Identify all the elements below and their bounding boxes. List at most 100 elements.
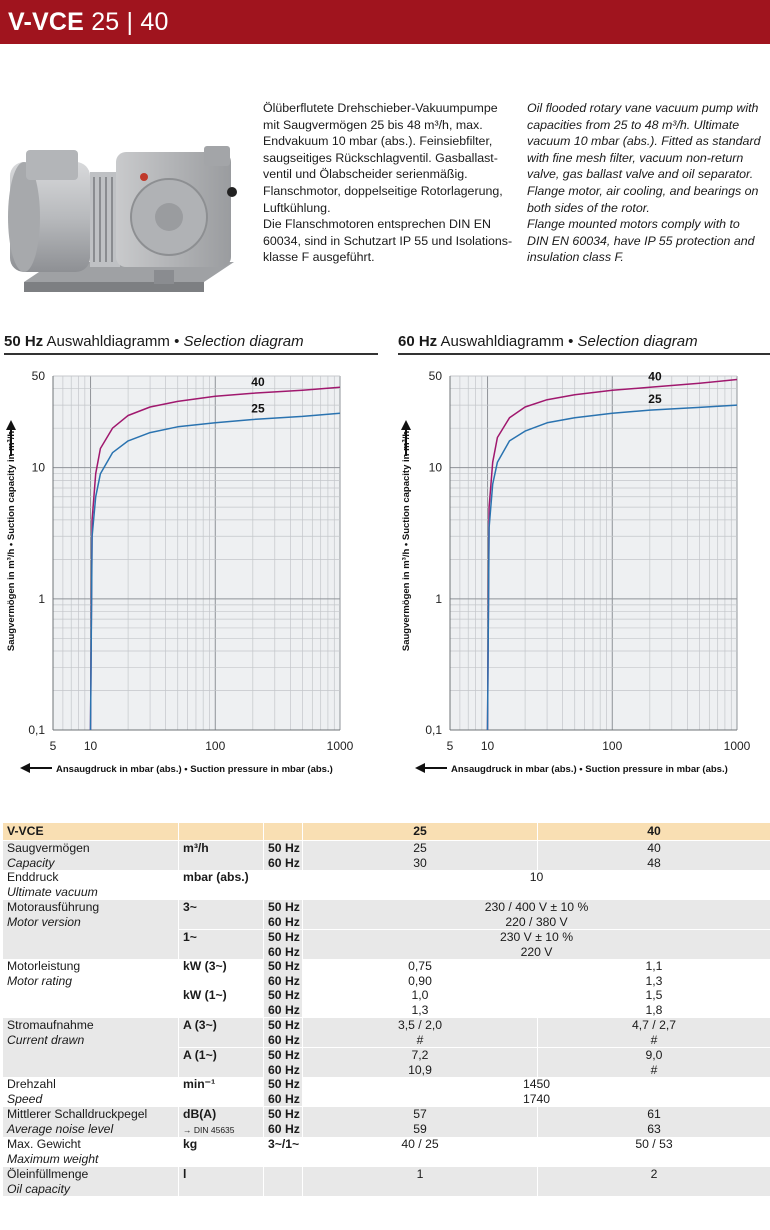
y-tick-label: 50 [32,369,46,383]
desc-en-line: vacuum 10 mbar (abs.). Fitted as standar… [527,134,761,149]
desc-en-line: Oil flooded rotary vane vacuum pump with [527,101,759,115]
table-row: A (1~) 50 Hz 7,2 9,0 [3,1047,770,1063]
row-frequency: 60 Hz [263,973,303,988]
row-label-blank [3,1047,179,1063]
table-head-size-40: 40 [537,823,770,841]
y-tick-label: 1 [38,592,45,606]
table-row: Drehzahl min⁻¹ 50 Hz 1450 [3,1077,770,1092]
plot-area [450,376,737,730]
table-header-row: V-VCE 25 40 [3,823,770,841]
row-frequency-blank [263,1181,303,1196]
row-frequency: 50 Hz [263,899,303,915]
table-row: Capacity 60 Hz 30 48 [3,855,770,870]
row-label-en: Speed [3,1091,179,1107]
row-frequency: 60 Hz [263,1002,303,1018]
table-head-size-25: 25 [302,823,538,841]
y-tick-label: 1 [435,592,442,606]
series-label-40: 40 [251,375,265,389]
value-25: 59 [302,1121,538,1137]
value-25: 40 / 25 [302,1137,538,1152]
table-head-model: V-VCE [3,823,179,841]
x-tick-label: 100 [205,739,225,753]
series-label-40: 40 [648,369,662,383]
diagram-title-en: Selection diagram [577,333,698,350]
value-40: 63 [537,1121,770,1137]
row-frequency: 60 Hz [263,855,303,870]
diagram-title-de: Auswahldiagramm [46,333,170,350]
row-label-en: Capacity [3,855,179,870]
diagram-bullet: • [568,333,574,350]
row-unit: min⁻¹ [183,1077,216,1091]
row-frequency: 50 Hz [263,1077,303,1092]
diagram-rule [4,353,378,355]
y-axis-arrowhead [401,420,411,430]
table-row: Maximum weight [3,1151,770,1167]
row-label-en: Ultimate vacuum [3,884,179,900]
desc-en-line: both sides of the rotor. [527,200,650,215]
value-blank [302,884,770,900]
x-tick-label: 10 [84,739,98,753]
diagram-title-50hz: 50 Hz Auswahldiagramm • Selection diagra… [4,333,304,350]
row-unit: kW (3~) [178,959,264,974]
table-row: Motor version 60 Hz 220 / 380 V [3,914,770,930]
desc-de-line: 60034, sind in Schutzart IP 55 und Isola… [263,233,513,248]
row-frequency: 60 Hz [263,1032,303,1048]
row-frequency: 3~/1~ [263,1137,303,1152]
row-frequency: 60 Hz [263,944,303,959]
table-row: Current drawn 60 Hz # # [3,1032,770,1048]
value-40: 2 [537,1166,770,1182]
value-blank [302,1151,538,1167]
row-unit-blank [178,914,264,930]
row-label-de: Stromaufnahme [3,1017,179,1033]
value-25: 0,90 [302,973,538,988]
series-line-25 [486,404,738,731]
value-25: 1,0 [302,988,538,1003]
table-row: Enddruck mbar (abs.) 10 [3,870,770,885]
row-unit: A (1~) [178,1047,264,1063]
value-40: 1,8 [537,1002,770,1018]
desc-de-line: Ölüberflutete Drehschieber-Vakuumpumpe [263,101,498,115]
series-line-40 [89,386,341,731]
row-frequency: 50 Hz [263,929,303,945]
row-frequency: 50 Hz [263,1047,303,1063]
table-row: 60 Hz 1,3 1,8 [3,1002,770,1018]
table-row: Max. Gewicht kg 3~/1~ 40 / 25 50 / 53 [3,1137,770,1152]
table-head-blank [263,823,303,841]
row-unit: 1~ [178,929,264,945]
value-40: 1,3 [537,973,770,988]
desc-en-line: valve, gas ballast valve and oil separat… [527,167,754,182]
table-row: Motorleistung kW (3~) 50 Hz 0,75 1,1 [3,959,770,974]
value-25: 0,75 [302,959,538,974]
selection-chart-50hz: 5 10 100 1000 0,1 1 10 50 40 25 Saugvermögen in m³… [6,369,354,775]
value-merged: 1740 [302,1091,770,1107]
row-frequency: 60 Hz [263,914,303,930]
x-axis-arrowhead [20,763,30,773]
value-blank [537,1151,770,1167]
row-unit-blank [178,884,264,900]
value-blank [537,1181,770,1196]
x-axis-title: Ansaugdruck in mbar (abs.) • Suction pre… [451,764,728,775]
row-frequency-blank [263,1151,303,1167]
desc-de-line: Flanschmotor, doppelseitige Rotorlagerun… [263,183,503,198]
value-25: 25 [302,840,538,856]
value-40: 4,7 / 2,7 [537,1017,770,1033]
model-sizes: 25 | 40 [91,8,169,36]
diagram-title-de: Auswahldiagramm [440,333,564,350]
value-25: 57 [302,1106,538,1122]
table-head-blank [178,823,264,841]
selection-chart-60hz: 5 10 100 1000 0,1 1 10 50 40 25 Saugvermögen in m³… [401,369,751,775]
row-label-de: Max. Gewicht [3,1137,179,1152]
row-label-de: Motorausführung [3,899,179,915]
row-unit: l [178,1166,264,1182]
desc-en-line: Flange mounted motors comply with to [527,217,740,232]
diagram-title-en: Selection diagram [183,333,304,350]
desc-en-line: insulation class F. [527,250,624,265]
row-unit-blank [178,1181,264,1196]
row-label-de: Saugvermögen [3,840,179,856]
pump-illustration [8,146,237,292]
table-row: 1~ 50 Hz 230 V ± 10 % [3,929,770,945]
value-merged: 230 / 400 V ± 10 % [302,899,770,915]
desc-de-line: Die Flanschmotoren entsprechen DIN EN [263,217,491,232]
row-unit-blank [178,944,264,959]
value-merged: 1450 [302,1077,770,1092]
